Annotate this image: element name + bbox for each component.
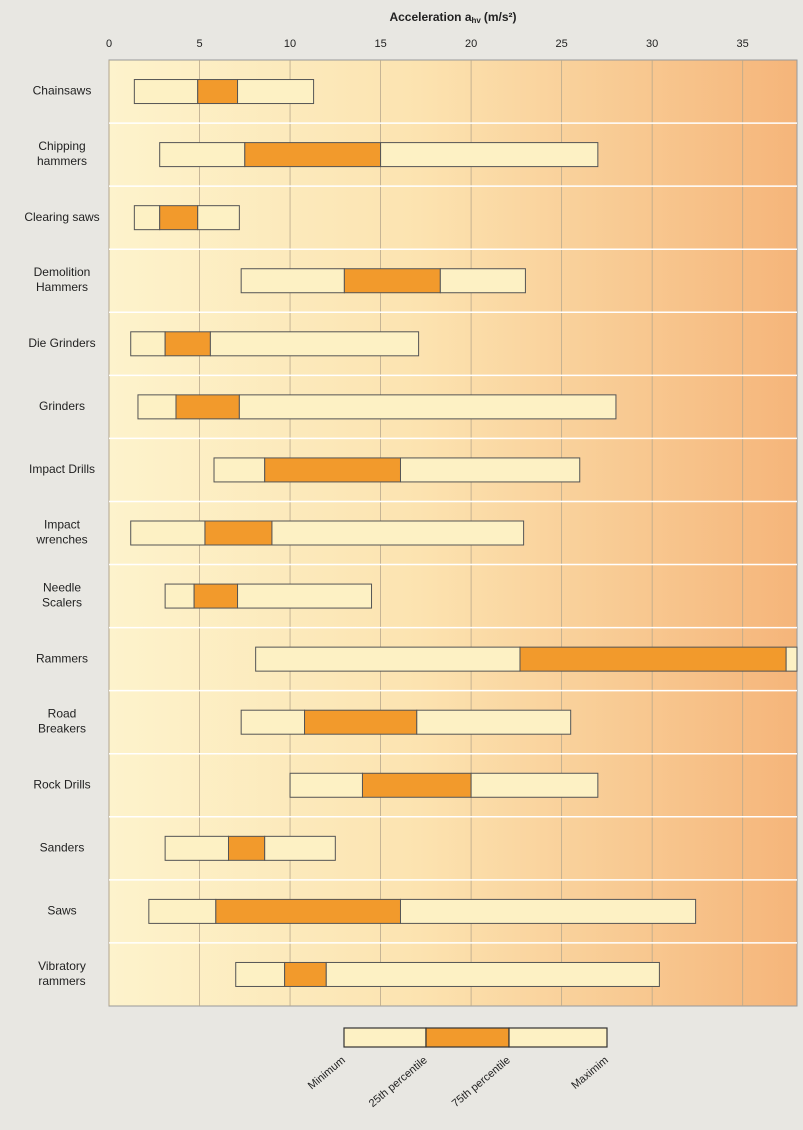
category-label: Road Breakers — [38, 707, 86, 736]
category-label-line: Demolition — [34, 265, 91, 279]
category-label-line: hammers — [37, 154, 87, 168]
range-segment — [519, 646, 787, 672]
legend-label: Maximim — [569, 1054, 610, 1091]
x-tick-label: 10 — [284, 38, 296, 50]
range-segment — [255, 646, 521, 672]
range-segment — [213, 457, 266, 483]
category-label-line: Scalers — [42, 596, 82, 610]
axis-title-subscript: hv — [472, 16, 482, 25]
axis-title-text: Acceleration a — [389, 10, 471, 24]
legend-swatch — [508, 1027, 608, 1048]
category-label: Demolition Hammers — [34, 265, 91, 294]
legend-swatch — [343, 1027, 427, 1048]
range-segment — [137, 394, 177, 420]
range-segment — [130, 331, 166, 357]
legend-label: 25th percentile — [367, 1054, 430, 1110]
range-segment — [304, 709, 418, 735]
range-segment — [380, 142, 599, 168]
range-segment — [164, 583, 195, 609]
category-label: Rock Drills — [33, 777, 90, 791]
category-label: Grinders — [39, 399, 85, 413]
category-label: Impact wrenches — [35, 518, 87, 547]
range-segment — [204, 520, 273, 546]
category-label-line: Impact — [44, 518, 81, 532]
x-tick-label: 30 — [646, 38, 658, 50]
axis-title-unit: (m/s²) — [484, 10, 517, 24]
category-label-line: Breakers — [38, 722, 86, 736]
category-label-line: Chipping — [38, 139, 85, 153]
range-segment — [244, 142, 382, 168]
legend-swatch — [425, 1027, 510, 1048]
category-label-line: Hammers — [36, 280, 88, 294]
category-label: Rammers — [36, 651, 88, 665]
range-segment — [130, 520, 206, 546]
range-segment — [164, 331, 211, 357]
category-label: Impact Drills — [29, 462, 95, 476]
range-segment — [399, 457, 581, 483]
range-segment — [197, 205, 240, 231]
x-tick-label: 20 — [465, 38, 477, 50]
range-segment — [164, 835, 229, 861]
range-segment — [238, 394, 617, 420]
range-segment — [264, 457, 401, 483]
axis-title: Acceleration ahv (m/s²) — [389, 10, 516, 25]
range-segment — [785, 646, 798, 672]
range-segment — [361, 772, 472, 798]
category-label: Needle Scalers — [42, 581, 82, 610]
range-segment — [237, 583, 373, 609]
range-segment — [240, 709, 306, 735]
range-segment — [343, 268, 441, 294]
legend-label: Minimum — [306, 1054, 348, 1092]
range-segment — [159, 205, 199, 231]
x-tick-label: 0 — [106, 38, 112, 50]
x-tick-label: 35 — [737, 38, 749, 50]
range-segment — [235, 961, 286, 987]
range-segment — [439, 268, 526, 294]
category-label-line: Vibratory — [38, 959, 86, 973]
range-segment — [264, 835, 336, 861]
category-label: Clearing saws — [24, 210, 99, 224]
range-segment — [133, 205, 161, 231]
range-segment — [159, 142, 246, 168]
category-label-line: wrenches — [35, 533, 87, 547]
range-segment — [470, 772, 599, 798]
range-segment — [240, 268, 345, 294]
legend-label: 75th percentile — [450, 1054, 513, 1110]
range-segment — [284, 961, 327, 987]
category-label: Die Grinders — [28, 336, 95, 350]
x-tick-label: 25 — [556, 38, 568, 50]
range-segment — [271, 520, 525, 546]
category-label: Saws — [47, 904, 76, 918]
legend: Minimum 25th percentile 75th percentile Max… — [306, 1027, 611, 1110]
range-segment — [209, 331, 420, 357]
range-segment — [193, 583, 239, 609]
category-label: Vibratory rammers — [38, 959, 86, 988]
range-segment — [227, 835, 266, 861]
range-segment — [237, 79, 315, 105]
rows: Chainsaws Chipping hammers Clearing saws Dem… — [24, 79, 798, 988]
category-label-line: Needle — [43, 581, 81, 595]
category-label-line: Road — [48, 707, 77, 721]
category-label-line: rammers — [38, 974, 85, 988]
grid: 0 5 10 15 20 25 30 35 — [106, 38, 749, 1006]
range-segment — [416, 709, 572, 735]
category-label: Sanders — [40, 841, 85, 855]
range-segment — [215, 898, 401, 924]
category-label: Chipping hammers — [37, 139, 87, 168]
range-segment — [325, 961, 660, 987]
range-segment — [289, 772, 363, 798]
range-segment — [133, 79, 199, 105]
range-segment — [399, 898, 697, 924]
category-label: Chainsaws — [33, 84, 92, 98]
x-tick-label: 15 — [374, 38, 386, 50]
x-tick-label: 5 — [196, 38, 202, 50]
range-segment — [197, 79, 239, 105]
range-segment — [148, 898, 217, 924]
range-segment — [175, 394, 240, 420]
